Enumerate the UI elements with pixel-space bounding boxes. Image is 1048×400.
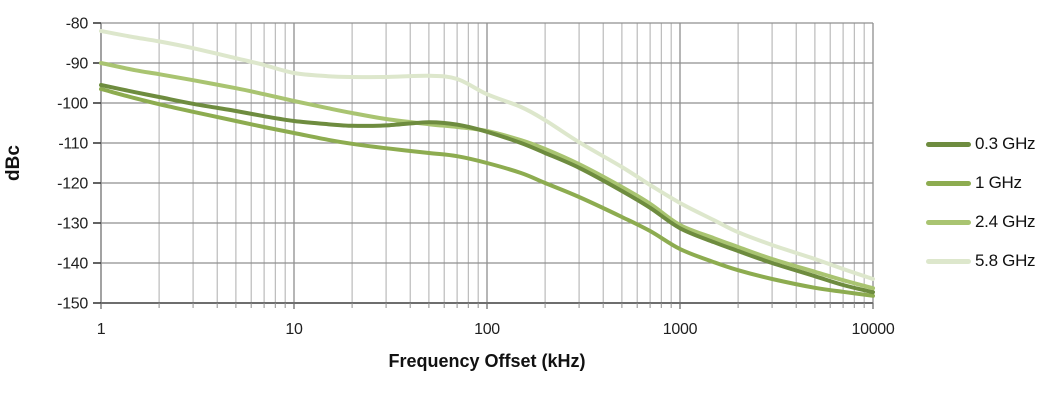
legend-label: 0.3 GHz (975, 134, 1036, 153)
legend-item-2-4-ghz: 2.4 GHz (926, 211, 1036, 233)
legend-swatch (926, 180, 971, 186)
legend-swatch (926, 219, 971, 225)
series-line-1-ghz (99, 87, 875, 298)
y-tick-label: -140 (57, 256, 88, 273)
series-line-5-8-ghz (99, 29, 875, 281)
y-tick-label: -150 (57, 296, 88, 313)
legend-swatch (926, 258, 971, 264)
x-axis-title: Frequency Offset (kHz) (388, 351, 586, 371)
x-tick-label: 100 (474, 321, 500, 338)
y-tick-label: -90 (66, 56, 89, 73)
legend: 0.3 GHz 1 GHz 2.4 GHz 5.8 GHz (926, 133, 1036, 289)
legend-item-5-8-ghz: 5.8 GHz (926, 250, 1036, 272)
y-tick-label: -80 (66, 16, 89, 33)
y-tick-label: -120 (57, 176, 88, 193)
legend-label: 5.8 GHz (975, 251, 1036, 270)
x-tick-label: 10000 (852, 321, 895, 338)
legend-label: 2.4 GHz (975, 212, 1036, 231)
y-tick-label: -110 (58, 136, 88, 153)
legend-item-0-3-ghz: 0.3 GHz (926, 133, 1036, 155)
x-tick-label: 10 (285, 321, 303, 338)
y-axis-title: dBc (3, 145, 24, 181)
x-tick-label: 1 (97, 321, 106, 338)
legend-label: 1 GHz (975, 173, 1022, 192)
series-line-0-3-ghz (99, 83, 875, 295)
legend-swatch (926, 141, 971, 147)
y-tick-label: -130 (57, 216, 88, 233)
y-tick-label: -100 (57, 96, 88, 113)
x-tick-label: 1000 (663, 321, 698, 338)
legend-item-1-ghz: 1 GHz (926, 172, 1035, 194)
